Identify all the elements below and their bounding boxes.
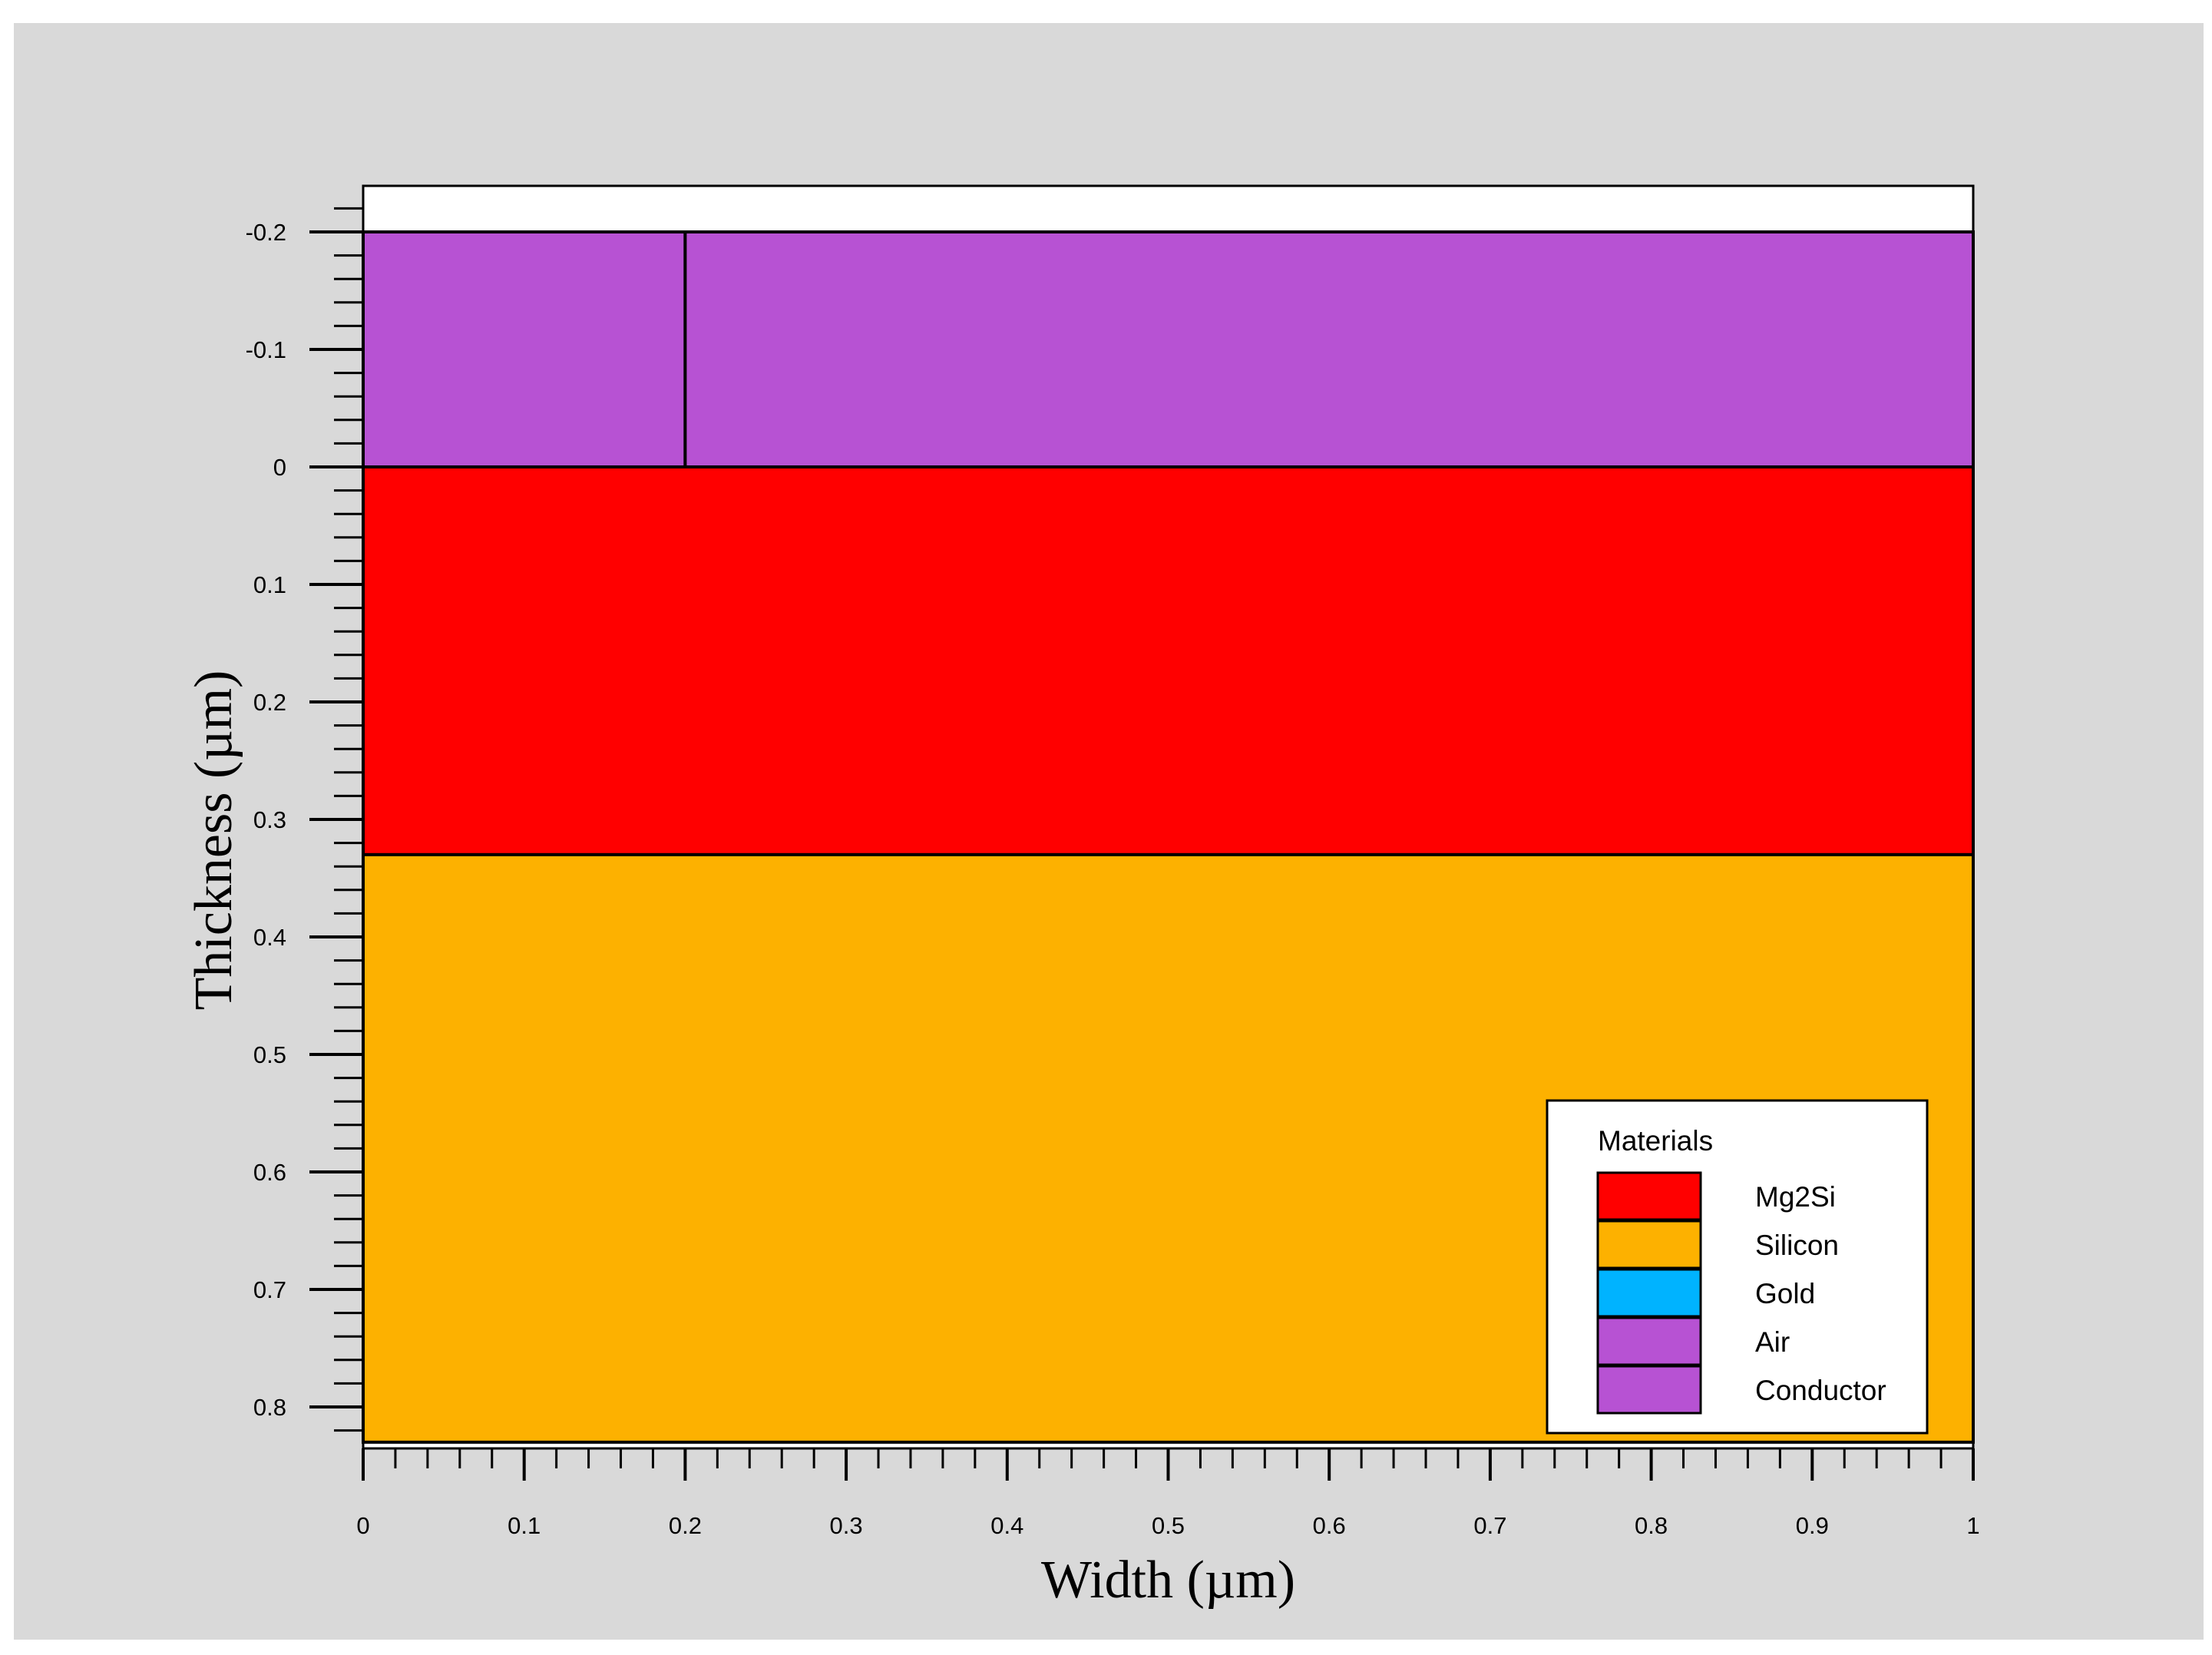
- legend-swatch-conductor: [1596, 1365, 1702, 1415]
- x-tick-label: 0.4: [990, 1512, 1023, 1539]
- x-tick-label: 1: [1966, 1512, 1979, 1539]
- figure-frame: -0.2 -0.1 0 0.1 0.2 0.3 0.4 0.5 0.6 0.7 0.8 0 0.1 0.2…: [14, 23, 2204, 1640]
- legend-label-gold: Gold: [1755, 1278, 1815, 1309]
- y-tick-label: 0.3: [253, 806, 286, 833]
- legend-label-mg2si: Mg2Si: [1755, 1181, 1836, 1213]
- x-tick-label: 0.7: [1473, 1512, 1506, 1539]
- x-tick-label: 0.6: [1313, 1512, 1346, 1539]
- y-tick-label: 0.7: [253, 1276, 286, 1303]
- legend-swatch-air: [1596, 1316, 1702, 1366]
- legend-label-silicon: Silicon: [1755, 1230, 1839, 1261]
- y-tick-label: 0: [273, 454, 286, 481]
- tick-labels: -0.2 -0.1 0 0.1 0.2 0.3 0.4 0.5 0.6 0.7 0.8 0 0.1 0.2…: [246, 219, 1980, 1539]
- axes: [309, 184, 1975, 1481]
- y-tick-label: 0.5: [253, 1041, 286, 1068]
- material-regions: [362, 186, 1975, 1448]
- x-tick-label: 0.9: [1796, 1512, 1829, 1539]
- x-tick-label: 0.5: [1152, 1512, 1185, 1539]
- y-tick-label: 0.8: [253, 1394, 286, 1421]
- x-tick-label: 0.8: [1635, 1512, 1668, 1539]
- x-tick-label: 0.3: [830, 1512, 863, 1539]
- y-tick-label: 0.6: [253, 1159, 286, 1186]
- legend-label-air: Air: [1755, 1326, 1790, 1358]
- legend-swatch-mg2si: [1596, 1171, 1702, 1221]
- x-tick-label: 0: [356, 1512, 369, 1539]
- x-axis-title: Width (µm): [1041, 1551, 1295, 1610]
- structure-plot: -0.2 -0.1 0 0.1 0.2 0.3 0.4 0.5 0.6 0.7 0.8 0 0.1 0.2…: [184, 184, 1980, 1610]
- materials-legend: Materials Mg2Si Silicon Gold Air Conductor: [1546, 1099, 1929, 1435]
- x-tick-label: 0.1: [508, 1512, 541, 1539]
- y-tick-label: -0.2: [246, 219, 286, 246]
- y-tick-label: 0.4: [253, 924, 286, 951]
- y-tick-label: 0.1: [253, 571, 286, 598]
- y-tick-label: 0.2: [253, 689, 286, 716]
- y-axis-title: Thickness (µm): [184, 670, 243, 1011]
- legend-swatch-gold: [1596, 1268, 1702, 1318]
- y-tick-label: -0.1: [246, 336, 286, 363]
- legend-label-conductor: Conductor: [1755, 1375, 1886, 1406]
- x-tick-label: 0.2: [669, 1512, 702, 1539]
- legend-swatch-silicon: [1596, 1220, 1702, 1269]
- region-mg2si: [362, 465, 1975, 856]
- region-air: [683, 230, 1975, 468]
- region-conductor: [362, 230, 687, 468]
- legend-title: Materials: [1598, 1125, 1713, 1157]
